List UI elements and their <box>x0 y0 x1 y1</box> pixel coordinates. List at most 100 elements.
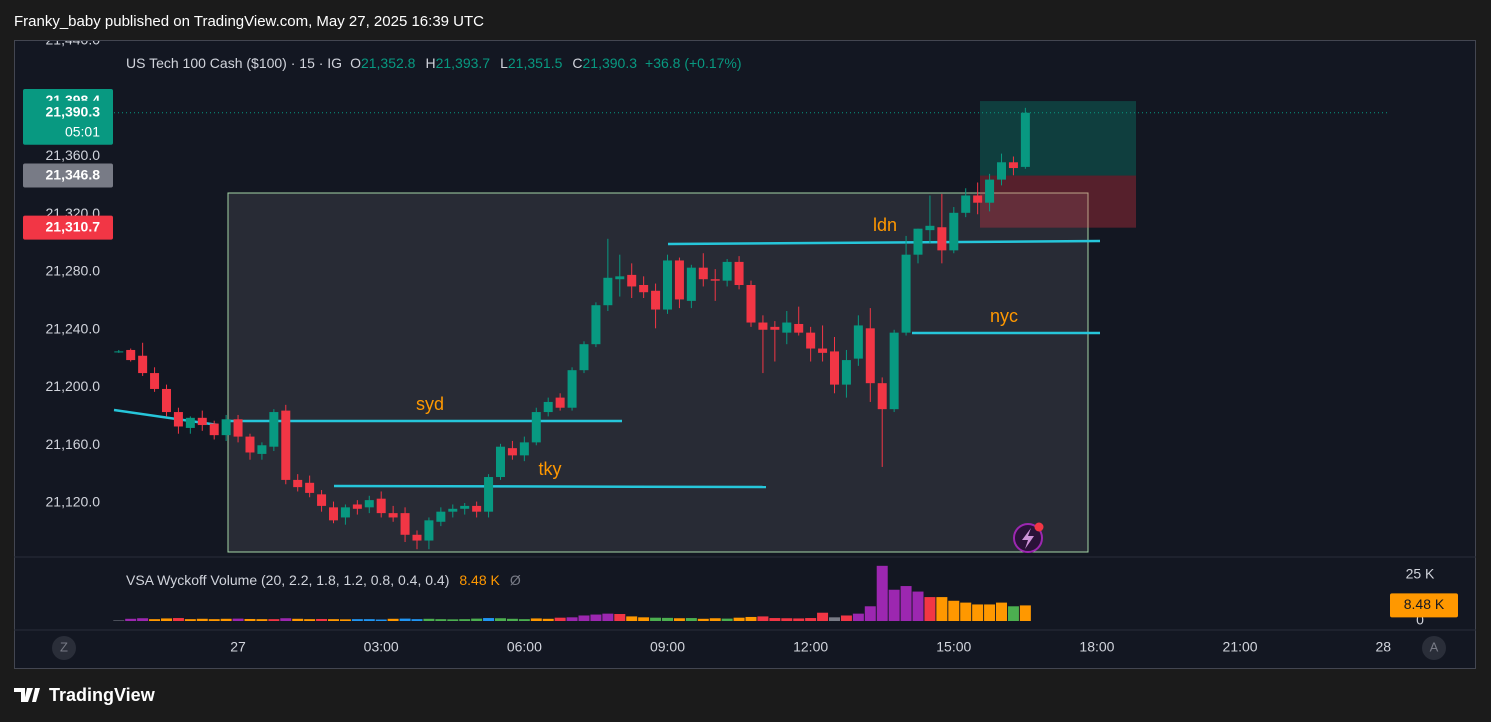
candle-body <box>209 423 219 436</box>
volume-bar <box>399 618 411 621</box>
x-tick-label: 12:00 <box>793 639 828 655</box>
volume-bar <box>208 619 220 621</box>
candle-body <box>961 195 971 213</box>
candle-body <box>281 410 291 480</box>
volume-bar <box>459 619 471 621</box>
volume-bar <box>948 600 960 621</box>
volume-bar <box>530 618 542 621</box>
low-value: 21,351.5 <box>508 55 563 71</box>
volume-bar <box>769 618 781 621</box>
session-label: tky <box>538 459 561 479</box>
x-tick-label: 28 <box>1375 639 1391 655</box>
change-value: +36.8 (+0.17%) <box>645 55 742 71</box>
volume-bar <box>817 612 829 621</box>
h-key: H <box>425 55 435 71</box>
candle-body <box>913 228 923 255</box>
candle-body <box>579 344 589 371</box>
volume-bar <box>864 606 876 621</box>
candle-body <box>865 328 875 384</box>
session-label: ldn <box>873 215 897 235</box>
candle-body <box>794 323 804 333</box>
candle-body <box>818 348 828 353</box>
volume-bar <box>936 597 948 621</box>
candle-body <box>567 370 577 408</box>
price-label: 21,310.7 <box>46 218 101 234</box>
volume-bar <box>721 618 733 621</box>
candle-body <box>424 520 434 541</box>
x-tick-label: 18:00 <box>1079 639 1114 655</box>
candle-body <box>317 494 327 506</box>
tky-line <box>333 484 767 489</box>
brand: TradingView <box>14 685 156 705</box>
volume-last-box <box>1390 593 1458 618</box>
volume-bar <box>709 618 721 621</box>
candle-body <box>531 412 541 443</box>
volume-last-label: 8.48 K <box>1404 596 1445 612</box>
candle-body <box>770 326 780 330</box>
volume-bar <box>232 618 244 621</box>
candle-body <box>233 419 243 437</box>
volume-bar <box>840 615 852 621</box>
candle-body <box>161 388 171 413</box>
auto-button[interactable] <box>1422 636 1446 660</box>
volume-bar <box>268 619 280 621</box>
candle-body <box>937 227 947 251</box>
price-label: 21,346.8 <box>46 166 101 182</box>
volume-bar <box>685 618 697 621</box>
zoom-button-label[interactable]: Z <box>60 639 68 654</box>
candle-body <box>1020 112 1030 167</box>
volume-tick-label: 0 <box>1416 612 1424 628</box>
volume-bar <box>673 618 685 621</box>
candle-body <box>460 505 470 509</box>
candle-body <box>746 285 756 323</box>
chart-panel <box>14 40 1476 669</box>
volume-bar <box>578 615 590 621</box>
candle-body <box>173 412 183 427</box>
open-value: 21,352.8 <box>361 55 416 71</box>
y-tick-label: 21,440.0 <box>46 32 101 48</box>
auto-button-label[interactable]: A <box>1430 639 1439 654</box>
volume-bar <box>1019 605 1031 621</box>
alert-icon[interactable] <box>1013 522 1044 553</box>
symbol: US Tech 100 Cash ($100) · 15 · IG <box>126 55 342 71</box>
candle-body <box>138 355 148 374</box>
volume-bar <box>781 618 793 621</box>
candle-body <box>484 477 494 512</box>
volume-bar <box>984 604 996 621</box>
ldn-line <box>667 239 1101 246</box>
candle-body <box>722 261 732 281</box>
zoom-button[interactable] <box>52 636 76 660</box>
volume-bar <box>244 618 256 621</box>
volume-bar <box>805 618 817 621</box>
volume-bar <box>566 617 578 621</box>
volume-title: VSA Wyckoff Volume (20, 2.2, 1.8, 1.2, 0… <box>126 572 449 588</box>
price-label-box <box>23 163 113 188</box>
volume-bar <box>876 565 888 621</box>
volume-bar <box>602 613 614 621</box>
volume-bar <box>387 618 399 621</box>
candle-body <box>710 279 720 281</box>
volume-bar <box>888 589 900 621</box>
volume-bar <box>661 617 673 621</box>
bolt <box>1022 528 1034 549</box>
volume-bar <box>554 617 566 621</box>
candle-body <box>782 322 792 333</box>
volume-bar <box>196 618 208 621</box>
volume-legend: VSA Wyckoff Volume (20, 2.2, 1.8, 1.2, 0… <box>126 572 521 588</box>
countdown-label: 05:01 <box>65 123 100 139</box>
o-key: O <box>350 55 361 71</box>
price-label: 21,390.3 <box>46 103 101 119</box>
volume-bar <box>160 618 172 621</box>
candle-body <box>758 322 768 330</box>
candle-body <box>507 448 517 456</box>
candle-body <box>997 162 1007 180</box>
candle-body <box>591 305 601 345</box>
volume-bar <box>339 619 351 621</box>
candle-body <box>376 498 386 514</box>
volume-bar <box>793 618 805 621</box>
volume-bar <box>650 617 662 621</box>
candle-body <box>949 212 959 251</box>
volume-bar <box>411 619 423 621</box>
candle-body <box>221 419 231 436</box>
volume-bar <box>363 619 375 621</box>
